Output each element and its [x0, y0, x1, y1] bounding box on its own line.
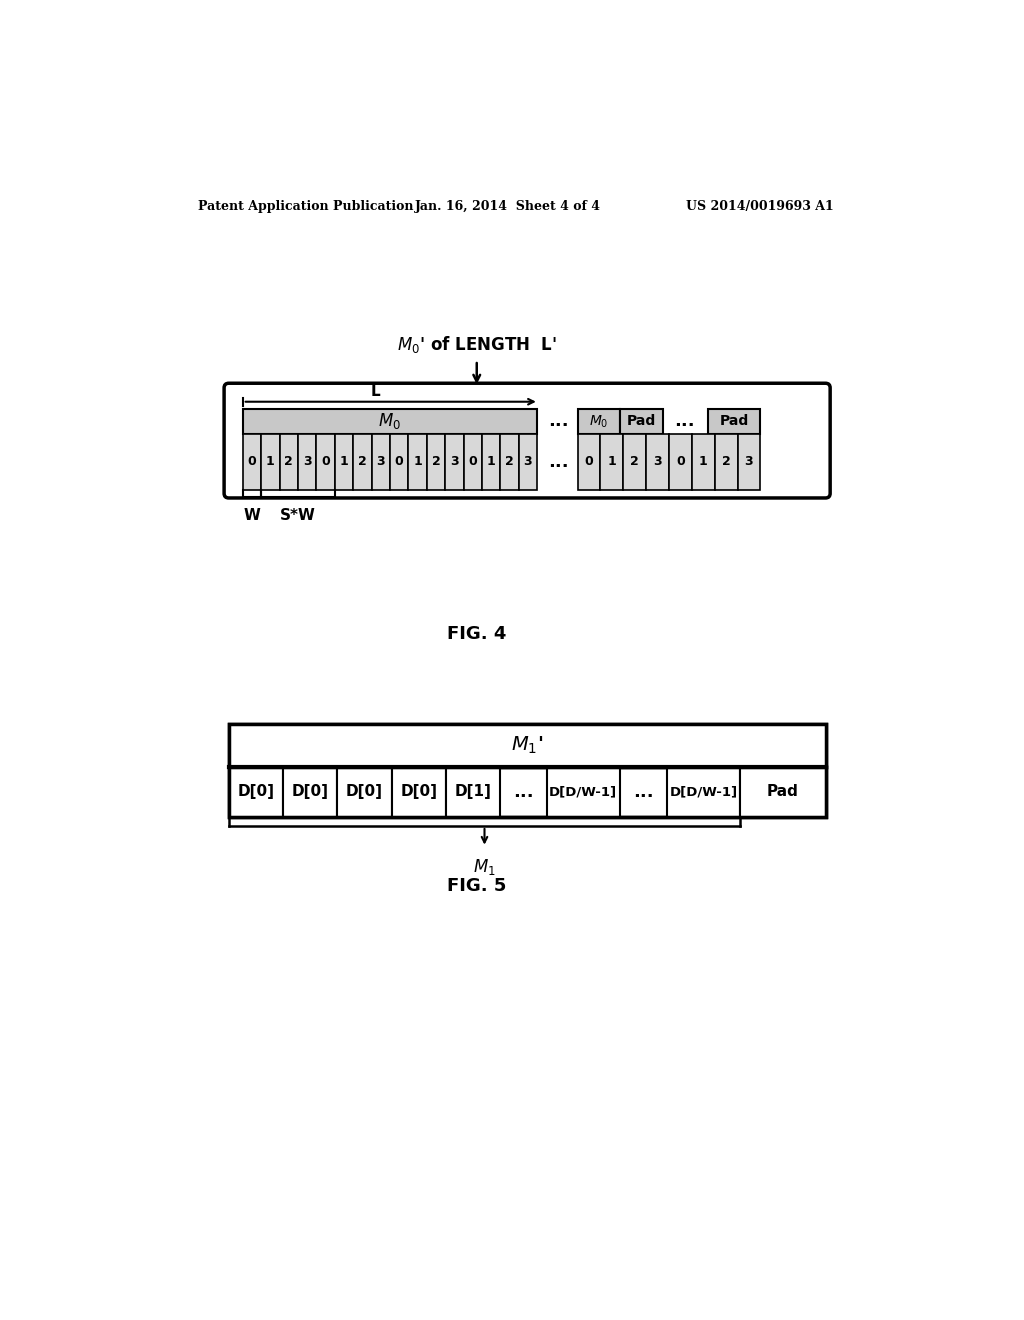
Text: Jan. 16, 2014  Sheet 4 of 4: Jan. 16, 2014 Sheet 4 of 4: [415, 199, 601, 213]
Bar: [243, 409, 538, 434]
Bar: [547, 767, 621, 817]
Text: 3: 3: [451, 455, 459, 469]
Bar: [280, 434, 298, 490]
Bar: [228, 767, 283, 817]
Bar: [427, 434, 445, 490]
Bar: [482, 434, 501, 490]
Bar: [519, 434, 538, 490]
Text: 1: 1: [607, 455, 616, 469]
Bar: [335, 434, 353, 490]
Bar: [390, 434, 409, 490]
Text: FIG. 5: FIG. 5: [447, 876, 507, 895]
Text: 0: 0: [395, 455, 403, 469]
Bar: [669, 434, 692, 490]
Text: 0: 0: [248, 455, 256, 469]
Text: 3: 3: [377, 455, 385, 469]
Bar: [715, 434, 737, 490]
Text: 3: 3: [653, 455, 662, 469]
Text: 1: 1: [698, 455, 708, 469]
Text: ...: ...: [674, 412, 694, 430]
Bar: [243, 434, 261, 490]
Bar: [445, 434, 464, 490]
Bar: [445, 767, 500, 817]
Bar: [391, 767, 445, 817]
Text: 2: 2: [631, 455, 639, 469]
Text: 2: 2: [722, 455, 730, 469]
Bar: [337, 767, 391, 817]
FancyBboxPatch shape: [224, 383, 830, 498]
Text: FIG. 4: FIG. 4: [447, 626, 507, 643]
Bar: [578, 434, 600, 490]
Text: D[1]: D[1]: [455, 784, 492, 799]
Text: 3: 3: [523, 455, 532, 469]
Text: D[0]: D[0]: [292, 784, 329, 799]
Bar: [667, 767, 740, 817]
Text: 3: 3: [303, 455, 311, 469]
Bar: [737, 434, 761, 490]
Bar: [228, 725, 825, 767]
Text: 1: 1: [340, 455, 348, 469]
Text: Pad: Pad: [627, 414, 656, 429]
Text: D[0]: D[0]: [238, 784, 274, 799]
Text: US 2014/0019693 A1: US 2014/0019693 A1: [686, 199, 834, 213]
Text: 0: 0: [322, 455, 330, 469]
Text: 0: 0: [468, 455, 477, 469]
Bar: [621, 409, 663, 434]
Text: ...: ...: [548, 412, 568, 430]
Text: 2: 2: [285, 455, 293, 469]
Bar: [464, 434, 482, 490]
Bar: [600, 434, 624, 490]
Text: 0: 0: [676, 455, 685, 469]
Text: 3: 3: [744, 455, 754, 469]
Bar: [624, 434, 646, 490]
Text: 2: 2: [431, 455, 440, 469]
Bar: [228, 725, 825, 767]
Bar: [298, 434, 316, 490]
Text: Pad: Pad: [767, 784, 799, 799]
Text: Patent Application Publication: Patent Application Publication: [198, 199, 414, 213]
Bar: [740, 767, 825, 817]
Text: D[D/W-1]: D[D/W-1]: [670, 785, 737, 799]
Bar: [692, 434, 715, 490]
Text: ...: ...: [633, 783, 653, 801]
Text: D[0]: D[0]: [400, 784, 437, 799]
Text: $M_0$' of LENGTH  L': $M_0$' of LENGTH L': [396, 334, 557, 355]
Text: L: L: [371, 384, 380, 400]
Bar: [372, 434, 390, 490]
Text: $M_0$: $M_0$: [379, 412, 401, 432]
Bar: [316, 434, 335, 490]
Text: 0: 0: [585, 455, 593, 469]
Bar: [708, 409, 761, 434]
Bar: [578, 409, 621, 434]
Text: D[0]: D[0]: [346, 784, 383, 799]
Bar: [283, 767, 337, 817]
Text: S*W: S*W: [280, 508, 315, 523]
Text: 1: 1: [486, 455, 496, 469]
Text: Pad: Pad: [720, 414, 749, 429]
Text: 2: 2: [505, 455, 514, 469]
Text: 1: 1: [414, 455, 422, 469]
Text: ...: ...: [513, 783, 534, 801]
Bar: [501, 434, 519, 490]
Text: $M_1$': $M_1$': [511, 735, 543, 756]
Text: $M_0$: $M_0$: [589, 413, 608, 429]
Text: $M_1$: $M_1$: [473, 857, 496, 876]
Bar: [261, 434, 280, 490]
Text: D[D/W-1]: D[D/W-1]: [549, 785, 617, 799]
Bar: [353, 434, 372, 490]
Bar: [646, 434, 669, 490]
Text: 1: 1: [266, 455, 274, 469]
Text: 2: 2: [358, 455, 367, 469]
Bar: [228, 767, 825, 817]
FancyBboxPatch shape: [228, 725, 825, 817]
Text: W: W: [244, 508, 260, 523]
Bar: [409, 434, 427, 490]
Text: ...: ...: [548, 453, 568, 471]
